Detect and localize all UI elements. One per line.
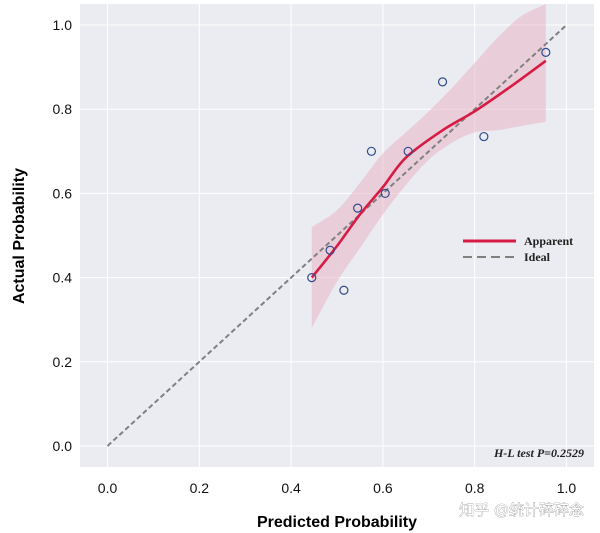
- legend-ideal-label: Ideal: [524, 250, 551, 264]
- data-point: [325, 245, 335, 255]
- y-tick-label: 0.2: [53, 354, 73, 370]
- confidence-band: [311, 4, 546, 329]
- data-point: [307, 272, 317, 283]
- apparent-line: [310, 59, 547, 279]
- x-tick-label: 0.6: [373, 480, 393, 496]
- x-tick-label: 0.4: [281, 480, 301, 496]
- data-point: [366, 146, 377, 156]
- data-point: [339, 285, 349, 295]
- x-tick-label: 0.8: [465, 480, 485, 496]
- x-tick-label: 1.0: [557, 480, 577, 496]
- data-point: [437, 77, 448, 87]
- y-tick-label: 0.8: [53, 101, 73, 117]
- y-tick-label: 0.4: [53, 270, 73, 286]
- data-point: [541, 47, 551, 58]
- legend: Apparent Ideal: [463, 234, 573, 264]
- observed-points: [307, 47, 551, 295]
- watermark: 知乎 @统计碎碎念: [459, 501, 584, 519]
- y-axis-title: Actual Probability: [11, 168, 28, 304]
- y-tick-label: 1.0: [53, 17, 73, 33]
- data-point: [403, 146, 413, 156]
- x-tick-label: 0.0: [98, 480, 118, 496]
- legend-apparent-label: Apparent: [524, 234, 573, 248]
- data-point: [380, 188, 390, 199]
- data-point: [479, 131, 489, 142]
- x-tick-labels: 0.0 0.2 0.4 0.6 0.8 1.0: [98, 480, 577, 496]
- hl-test-annotation: H-L test P=0.2529: [493, 446, 584, 460]
- x-axis-title: Predicted Probability: [257, 514, 417, 531]
- x-tick-label: 0.2: [190, 480, 210, 496]
- y-tick-labels: 0.0 0.2 0.4 0.6 0.8 1.0: [53, 17, 73, 454]
- y-tick-label: 0.0: [53, 438, 73, 454]
- y-tick-label: 0.6: [53, 185, 73, 201]
- data-point: [353, 203, 363, 213]
